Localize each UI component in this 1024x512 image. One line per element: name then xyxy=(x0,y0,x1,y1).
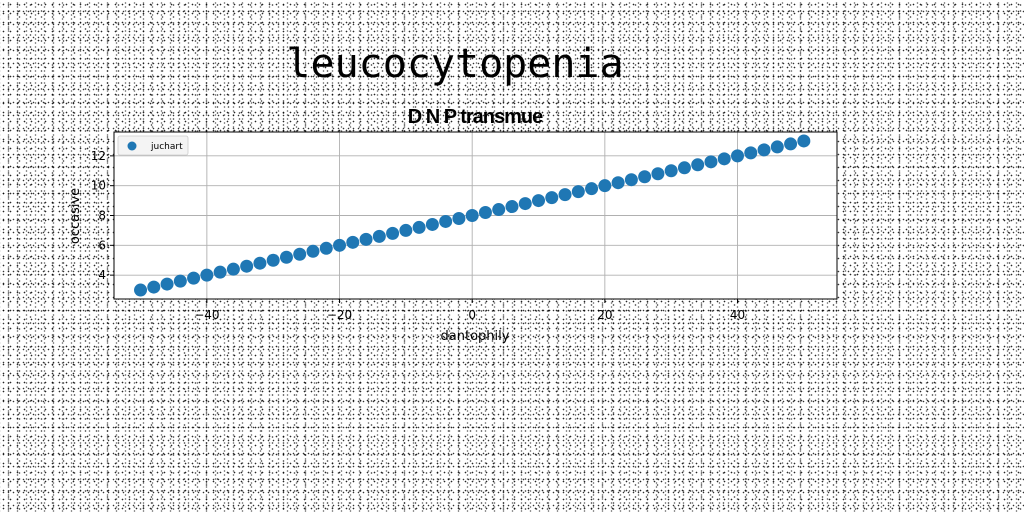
data-point xyxy=(240,259,254,273)
data-point xyxy=(651,167,665,181)
data-point xyxy=(731,149,745,163)
chart-title: D N P transmue xyxy=(408,106,543,128)
legend-marker xyxy=(127,141,137,151)
data-point xyxy=(532,194,546,208)
data-point xyxy=(677,161,691,175)
data-point xyxy=(784,137,798,151)
data-point xyxy=(412,220,426,234)
data-point xyxy=(452,211,466,225)
data-point xyxy=(319,241,333,255)
data-point xyxy=(386,226,400,240)
data-point xyxy=(293,247,307,261)
data-point xyxy=(213,265,227,279)
data-point xyxy=(134,283,148,297)
y-tick-label: 4 xyxy=(98,268,106,282)
data-point xyxy=(359,232,373,246)
data-point xyxy=(757,143,771,157)
data-point xyxy=(333,238,347,252)
data-point xyxy=(505,200,519,214)
legend-box xyxy=(117,135,189,156)
y-tick-label: 8 xyxy=(98,209,106,223)
data-point xyxy=(664,164,678,178)
x-axis-ticks: −40 −20 0 20 40 xyxy=(194,299,745,322)
legend: juchart xyxy=(117,135,189,156)
x-tick-label: −20 xyxy=(327,308,352,322)
data-point xyxy=(598,179,612,193)
data-point xyxy=(279,250,293,264)
data-point xyxy=(717,152,731,166)
data-point xyxy=(744,146,758,160)
data-point xyxy=(173,274,187,288)
y-tick-label: 10 xyxy=(91,179,106,193)
data-point xyxy=(253,256,267,270)
data-point xyxy=(200,268,214,282)
data-point xyxy=(187,271,201,285)
y-tick-label: 6 xyxy=(98,238,106,252)
grid-lines xyxy=(114,132,837,299)
data-point xyxy=(624,173,638,187)
data-point xyxy=(372,229,386,243)
data-point xyxy=(478,206,492,220)
y-axis-label: occasive xyxy=(68,188,83,244)
y-axis-ticks: 4 6 8 10 12 xyxy=(91,149,114,282)
data-point xyxy=(465,209,479,222)
data-point xyxy=(425,217,439,231)
data-point xyxy=(306,244,320,258)
x-tick-label: 0 xyxy=(468,308,476,322)
x-tick-label: −40 xyxy=(194,308,219,322)
data-point xyxy=(770,140,784,154)
data-point xyxy=(611,176,625,190)
data-point xyxy=(399,223,413,237)
data-point xyxy=(518,197,532,211)
data-point xyxy=(797,134,811,148)
data-point xyxy=(704,155,718,169)
data-point xyxy=(638,170,652,184)
data-point xyxy=(691,158,705,172)
y-tick-label: 12 xyxy=(91,149,106,163)
data-point xyxy=(585,182,599,196)
data-point xyxy=(226,262,240,276)
x-tick-label: 20 xyxy=(597,308,612,322)
data-point xyxy=(545,191,559,205)
x-axis-label: dantophily xyxy=(441,329,510,344)
data-points xyxy=(134,134,811,297)
x-tick-label: 40 xyxy=(730,308,745,322)
main-title: leucocytopenia xyxy=(286,41,623,87)
data-point xyxy=(266,253,280,267)
data-point xyxy=(160,277,174,291)
data-point xyxy=(492,203,506,217)
data-point xyxy=(346,235,360,249)
data-point xyxy=(558,188,572,202)
data-point xyxy=(439,214,453,228)
data-point xyxy=(147,280,161,294)
legend-label: juchart xyxy=(150,142,183,152)
data-point xyxy=(571,185,585,199)
